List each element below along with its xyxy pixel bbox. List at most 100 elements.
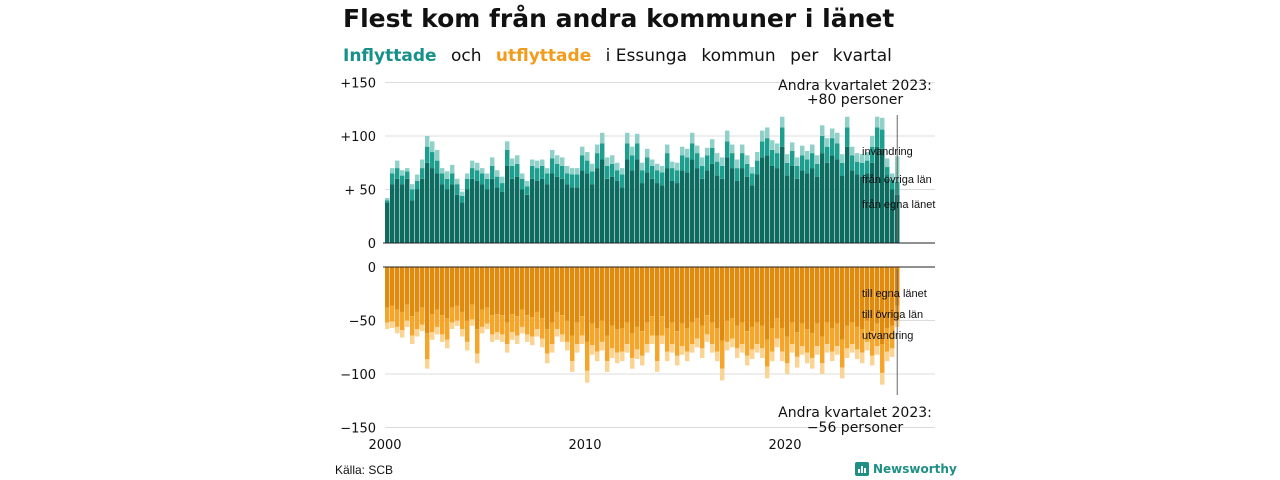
bar-invandring xyxy=(425,136,430,147)
bar-till-ovriga-lan xyxy=(730,318,735,339)
bar-fran-egna-lanet xyxy=(755,174,760,243)
bar-invandring xyxy=(525,180,530,187)
bar-fran-ovriga-lan xyxy=(400,175,405,185)
bar-utvandring xyxy=(825,344,830,353)
bar-till-egna-lanet xyxy=(615,267,620,330)
bar-fran-egna-lanet xyxy=(855,174,860,243)
bar-utvandring xyxy=(575,344,580,353)
bar-till-egna-lanet xyxy=(650,267,655,317)
bar-invandring xyxy=(510,158,515,166)
bar-fran-ovriga-lan xyxy=(465,178,470,190)
bar-till-egna-lanet xyxy=(675,267,680,332)
bar-utvandring xyxy=(540,338,545,348)
bar-invandring xyxy=(640,162,645,171)
bar-invandring xyxy=(765,127,770,139)
bar-fran-egna-lanet xyxy=(570,187,575,243)
bar-till-egna-lanet xyxy=(885,267,890,328)
y-tick-label-top: 0 xyxy=(368,237,376,252)
bar-fran-egna-lanet xyxy=(810,168,815,243)
bar-till-egna-lanet xyxy=(390,267,395,306)
bar-fran-egna-lanet xyxy=(600,159,605,243)
bar-till-ovriga-lan xyxy=(575,322,580,345)
bar-till-ovriga-lan xyxy=(510,314,515,333)
bar-till-ovriga-lan xyxy=(435,309,440,327)
bar-till-ovriga-lan xyxy=(720,340,725,369)
bar-utvandring xyxy=(500,334,505,342)
bar-fran-ovriga-lan xyxy=(865,160,870,174)
bar-till-egna-lanet xyxy=(625,267,630,323)
bar-fran-ovriga-lan xyxy=(890,179,895,190)
label-utvandring: utvandring xyxy=(862,330,913,342)
bar-utvandring xyxy=(435,326,440,335)
bar-fran-ovriga-lan xyxy=(480,173,485,185)
bar-till-ovriga-lan xyxy=(670,322,675,345)
bar-fran-egna-lanet xyxy=(800,170,805,243)
bar-till-ovriga-lan xyxy=(750,326,755,350)
bar-till-ovriga-lan xyxy=(605,335,610,362)
bar-fran-egna-lanet xyxy=(580,170,585,243)
bar-utvandring xyxy=(520,326,525,334)
bar-utvandring xyxy=(425,359,430,369)
bar-invandring xyxy=(860,154,865,163)
bar-utvandring xyxy=(450,322,455,330)
bar-till-ovriga-lan xyxy=(405,304,410,321)
bar-fran-egna-lanet xyxy=(650,178,655,243)
bar-fran-ovriga-lan xyxy=(710,147,715,164)
bar-utvandring xyxy=(775,338,780,348)
bar-utvandring xyxy=(570,361,575,372)
bar-fran-egna-lanet xyxy=(490,178,495,243)
bar-fran-ovriga-lan xyxy=(600,143,605,160)
bar-till-ovriga-lan xyxy=(640,331,645,356)
bar-invandring xyxy=(665,144,670,154)
bar-till-egna-lanet xyxy=(575,267,580,323)
bar-fran-egna-lanet xyxy=(815,176,820,243)
y-tick-label-bottom: −150 xyxy=(340,422,376,437)
bar-fran-ovriga-lan xyxy=(580,155,585,171)
bar-till-egna-lanet xyxy=(880,267,885,345)
bar-till-ovriga-lan xyxy=(475,329,480,354)
bar-fran-ovriga-lan xyxy=(860,162,865,177)
bar-fran-egna-lanet xyxy=(460,202,465,243)
bar-invandring xyxy=(610,155,615,164)
bar-utvandring xyxy=(645,344,650,353)
bar-invandring xyxy=(435,149,440,161)
bar-invandring xyxy=(465,173,470,179)
bar-fran-ovriga-lan xyxy=(595,153,600,169)
bar-fran-egna-lanet xyxy=(885,178,890,243)
bar-till-ovriga-lan xyxy=(805,329,810,353)
bar-fran-ovriga-lan xyxy=(500,183,505,192)
bar-till-egna-lanet xyxy=(700,267,705,326)
x-tick-label: 2000 xyxy=(368,438,401,453)
bar-fran-egna-lanet xyxy=(875,146,880,243)
bar-fran-egna-lanet xyxy=(825,162,830,243)
bar-utvandring xyxy=(565,341,570,351)
bar-utvandring xyxy=(850,344,855,353)
bar-till-egna-lanet xyxy=(555,267,560,312)
bar-fran-egna-lanet xyxy=(545,184,550,243)
bar-fran-ovriga-lan xyxy=(770,149,775,166)
bar-fran-egna-lanet xyxy=(505,165,510,243)
bar-utvandring xyxy=(445,339,450,349)
bar-fran-egna-lanet xyxy=(520,189,525,243)
bar-utvandring xyxy=(595,351,600,362)
bar-invandring xyxy=(560,157,565,166)
bar-invandring xyxy=(515,155,520,164)
bar-invandring xyxy=(575,168,580,175)
bar-till-egna-lanet xyxy=(550,267,555,323)
brand-logo[interactable]: Newsworthy xyxy=(855,462,957,476)
bar-utvandring xyxy=(710,344,715,353)
bar-utvandring xyxy=(860,352,865,364)
bar-fran-ovriga-lan xyxy=(575,174,580,188)
bar-fran-egna-lanet xyxy=(590,184,595,243)
bar-utvandring xyxy=(785,363,790,374)
bar-fran-ovriga-lan xyxy=(815,163,820,177)
bar-invandring xyxy=(880,117,885,130)
bar-invandring xyxy=(440,168,445,174)
bar-till-egna-lanet xyxy=(385,267,390,308)
bar-till-ovriga-lan xyxy=(675,331,680,356)
bar-till-ovriga-lan xyxy=(840,339,845,368)
label-invandring: invandring xyxy=(862,146,913,158)
y-tick-label-bottom: 0 xyxy=(368,261,376,276)
bar-fran-egna-lanet xyxy=(670,180,675,243)
bar-invandring xyxy=(785,154,790,163)
